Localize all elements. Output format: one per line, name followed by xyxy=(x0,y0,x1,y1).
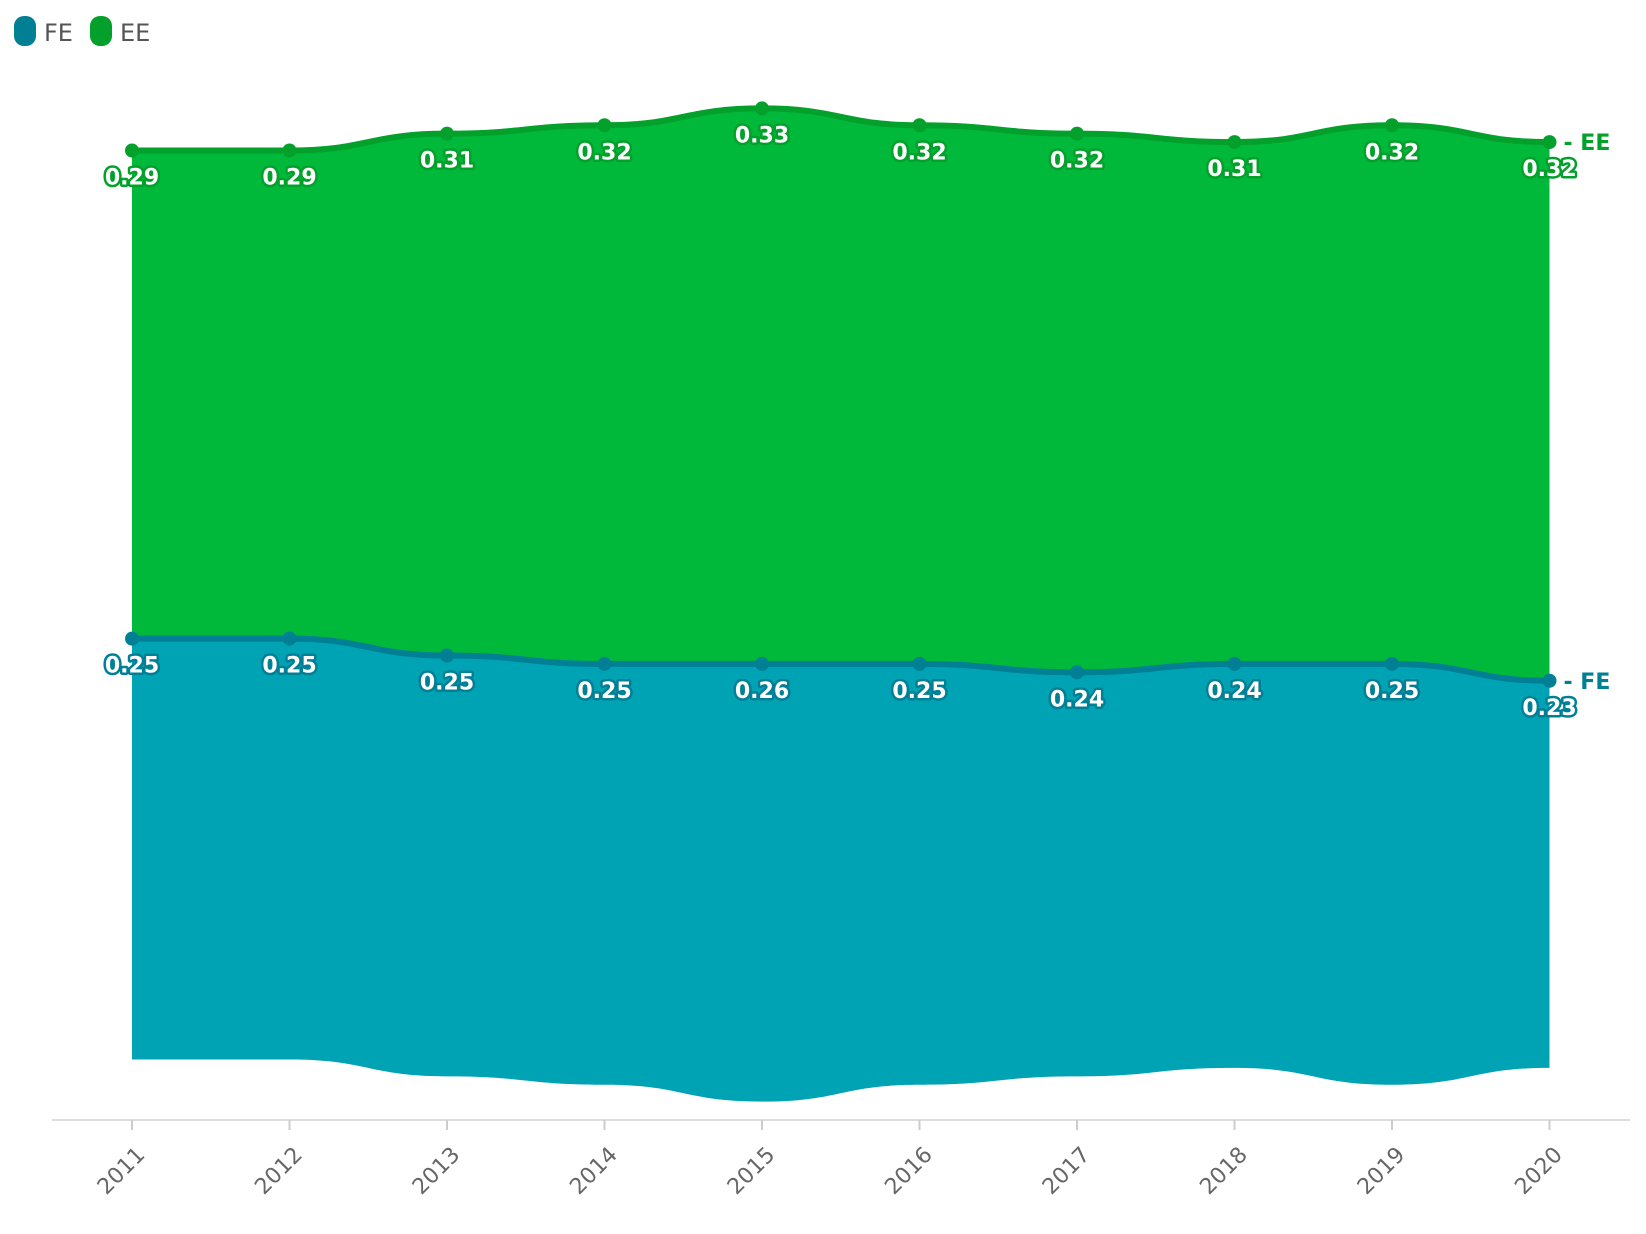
point-ee-2012 xyxy=(282,143,297,158)
x-tick-label-2018: 2018 xyxy=(1195,1143,1252,1200)
point-fe-2011 xyxy=(125,631,139,646)
data-label-fe-2014: 0.25 xyxy=(577,679,631,704)
data-label-fe-2016: 0.25 xyxy=(892,679,946,704)
data-label-fe-2013: 0.25 xyxy=(420,671,474,696)
data-label-ee-2013: 0.31 xyxy=(420,149,474,174)
data-label-ee-2011: 0.29 xyxy=(105,166,159,191)
data-label-ee-2020: 0.32 xyxy=(1522,157,1576,182)
point-fe-2017 xyxy=(1070,665,1084,680)
point-ee-2019 xyxy=(1385,118,1399,133)
x-tick-label-2016: 2016 xyxy=(880,1143,937,1200)
x-tick-label-2012: 2012 xyxy=(250,1143,307,1200)
data-label-ee-2014: 0.32 xyxy=(577,140,631,165)
data-label-fe-2017: 0.24 xyxy=(1050,687,1104,712)
x-tick-label-2017: 2017 xyxy=(1038,1143,1095,1200)
x-tick-label-2013: 2013 xyxy=(408,1143,465,1200)
point-fe-2018 xyxy=(1227,656,1242,671)
point-ee-2018 xyxy=(1227,135,1242,150)
point-ee-2013 xyxy=(440,126,454,141)
point-fe-2013 xyxy=(440,648,454,663)
end-label-fe: - FE xyxy=(1564,670,1611,695)
legend-label-ee: EE xyxy=(120,19,150,47)
data-label-ee-2017: 0.32 xyxy=(1050,149,1104,174)
point-ee-2015 xyxy=(755,101,769,116)
data-points xyxy=(125,101,1557,688)
plot-areas xyxy=(132,108,1550,1102)
area-fe xyxy=(132,638,1550,1102)
data-label-ee-2016: 0.32 xyxy=(892,140,946,165)
data-label-ee-2019: 0.32 xyxy=(1365,140,1419,165)
point-fe-2020 xyxy=(1542,673,1557,688)
point-ee-2014 xyxy=(597,118,612,133)
point-fe-2016 xyxy=(912,656,927,671)
area-ee xyxy=(132,108,1550,681)
x-tick-label-2020: 2020 xyxy=(1510,1143,1567,1200)
line-fe xyxy=(132,635,1550,684)
data-label-fe-2015: 0.26 xyxy=(735,679,789,704)
data-label-ee-2018: 0.31 xyxy=(1207,157,1261,182)
point-fe-2015 xyxy=(755,656,769,671)
point-fe-2014 xyxy=(597,656,612,671)
x-tick-label-2011: 2011 xyxy=(93,1143,150,1200)
legend-item-ee[interactable]: EE xyxy=(90,16,150,47)
x-tick-label-2014: 2014 xyxy=(565,1143,622,1200)
legend-item-fe[interactable]: FE xyxy=(14,16,73,47)
legend-swatch-fe xyxy=(14,16,36,46)
data-label-fe-2020: 0.23 xyxy=(1522,696,1576,721)
point-fe-2012 xyxy=(282,631,297,646)
point-fe-2019 xyxy=(1385,656,1399,671)
data-label-fe-2018: 0.24 xyxy=(1207,679,1261,704)
x-tick-label-2015: 2015 xyxy=(723,1143,780,1200)
data-label-fe-2012: 0.25 xyxy=(262,654,316,679)
series-end-labels: - FE - EE xyxy=(1564,131,1611,695)
data-label-fe-2011: 0.25 xyxy=(105,654,159,679)
point-ee-2017 xyxy=(1070,126,1084,141)
data-label-ee-2012: 0.29 xyxy=(262,166,316,191)
x-tick-label-2019: 2019 xyxy=(1353,1143,1410,1200)
end-label-ee: - EE xyxy=(1564,131,1611,156)
series-lines xyxy=(131,105,1550,684)
data-labels: 0.25 0.25 0.25 0.25 0.26 0.25 0.24 0.24 0.25 0.23… xyxy=(102,121,1579,723)
x-axis: 2011 2012 2013 2014 2015 2016 2017 2018 2019 2020 xyxy=(52,1119,1630,1200)
point-ee-2016 xyxy=(912,118,927,133)
data-label-fe-2019: 0.25 xyxy=(1365,679,1419,704)
data-label-ee-2015: 0.33 xyxy=(735,123,789,148)
point-ee-2011 xyxy=(125,143,139,158)
point-ee-2020 xyxy=(1542,135,1557,150)
line-ee xyxy=(131,105,1550,154)
legend: FE EE xyxy=(14,16,150,47)
legend-swatch-ee xyxy=(90,16,112,46)
legend-label-fe: FE xyxy=(44,19,73,47)
